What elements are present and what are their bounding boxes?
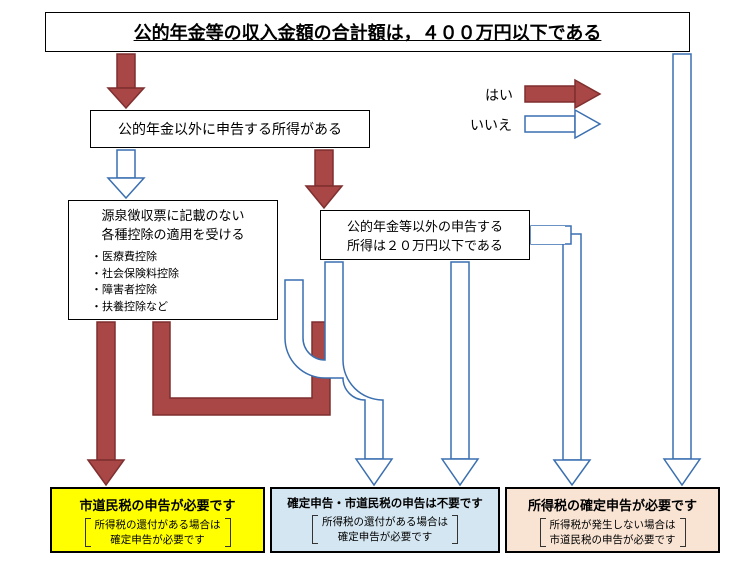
title-box: 公的年金等の収入金額の合計額は，４００万円以下である (45, 12, 690, 52)
arrow-q3-to-right-red (153, 322, 330, 415)
q2-box: 公的年金以外に申告する所得がある (90, 110, 370, 148)
result3-title: 所得税の確定申告が必要です (511, 495, 714, 514)
q4-text: 公的年金等以外の申告する 所得は２０万円以下である (347, 216, 503, 254)
result1-note: 所得税の還付がある場合は 確定申告が必要です (85, 518, 231, 547)
arrow-q3-to-result1-yes (88, 322, 124, 485)
arrow-q2-to-q3-no (108, 150, 144, 198)
result1-title: 市道民税の申告が必要です (56, 495, 259, 514)
q3-box: 源泉徴収票に記載のない 各種控除の適用を受ける ・医療費控除 ・社会保険料控除 … (68, 200, 278, 320)
arrow-q2-to-q4-yes (306, 150, 342, 208)
arrow-q4-to-result2-blue (442, 262, 478, 485)
arrow-title-to-q2-yes (108, 54, 144, 108)
result3-note: 所得税が発生しない場合は 市道民税の申告が必要です (540, 518, 686, 547)
flowchart-canvas: 公的年金等の収入金額の合計額は，４００万円以下である 公的年金以外に申告する所得… (0, 0, 736, 568)
arrow-q4-to-result3-no (531, 226, 590, 485)
q2-text: 公的年金以外に申告する所得がある (118, 119, 342, 139)
arrow-title-to-result3-no (664, 54, 700, 485)
result3-box: 所得税の確定申告が必要です 所得税が発生しない場合は 市道民税の申告が必要です (505, 487, 720, 553)
arrow-q4-down-blue-straight (451, 262, 469, 460)
result2-title: 確定申告・市道民税の申告は不要です (276, 495, 494, 511)
q4-box: 公的年金等以外の申告する 所得は２０万円以下である (320, 210, 530, 260)
result2-box: 確定申告・市道民税の申告は不要です 所得税の還付がある場合は 確定申告が必要です (270, 487, 500, 553)
legend-yes-label: はい (485, 85, 513, 105)
legend-yes-arrow (525, 80, 600, 108)
title-text: 公的年金等の収入金額の合計額は，４００万円以下である (134, 19, 602, 45)
arrow-q4-to-result2-yes-blue (285, 262, 392, 485)
result2-note: 所得税の還付がある場合は 確定申告が必要です (312, 515, 458, 544)
legend-no-label: いいえ (470, 115, 512, 135)
legend-no-arrow (525, 110, 600, 138)
q3-header: 源泉徴収票に記載のない 各種控除の適用を受ける (79, 205, 267, 243)
result1-box: 市道民税の申告が必要です 所得税の還付がある場合は 確定申告が必要です (50, 487, 265, 553)
q3-items: ・医療費控除 ・社会保険料控除 ・障害者控除 ・扶養控除など (79, 249, 179, 315)
